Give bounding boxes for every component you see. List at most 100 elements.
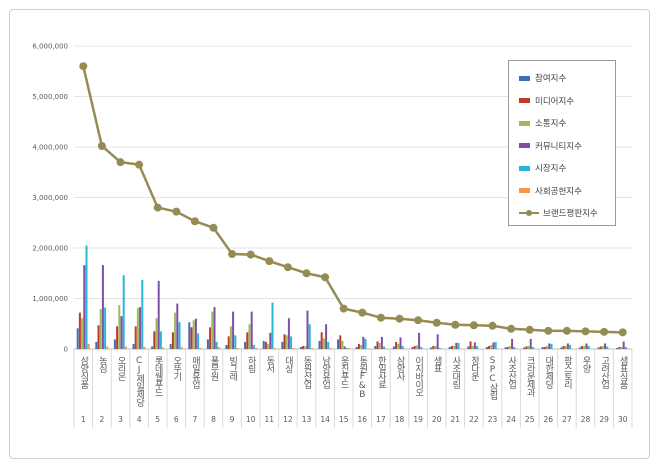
category-rank: 20 bbox=[432, 415, 442, 424]
bar-커뮤니티지수 bbox=[83, 265, 86, 349]
bar-소통지수 bbox=[136, 308, 139, 349]
line-point bbox=[376, 313, 385, 322]
category-rank: 18 bbox=[395, 415, 405, 424]
bar-사회공헌지수 bbox=[608, 348, 611, 349]
bar-커뮤니티지수 bbox=[362, 336, 365, 349]
line-point bbox=[432, 318, 441, 327]
bar-커뮤니티지수 bbox=[176, 303, 179, 349]
bar-사회공헌지수 bbox=[348, 347, 351, 349]
category-label: 사조대림 bbox=[450, 356, 460, 389]
bar-미디어지수 bbox=[395, 341, 398, 349]
bar-커뮤니티지수 bbox=[250, 311, 253, 349]
bar-참여지수 bbox=[281, 341, 284, 349]
category-rank: 25 bbox=[525, 415, 535, 424]
bar-커뮤니티지수 bbox=[120, 316, 123, 349]
category-label: SPC삼립 bbox=[488, 356, 498, 400]
bar-사회공헌지수 bbox=[329, 347, 332, 349]
category-label: 한일사료 bbox=[376, 356, 386, 388]
y-tick-label: 3,000,000 bbox=[32, 194, 68, 202]
bar-미디어지수 bbox=[469, 341, 472, 349]
bar-커뮤니티지수 bbox=[566, 343, 569, 349]
category-rank: 26 bbox=[544, 415, 554, 424]
category-rank: 24 bbox=[506, 415, 516, 424]
bar-시장지수 bbox=[197, 333, 200, 349]
bar-미디어지수 bbox=[599, 346, 602, 349]
category-label: 동원산업 bbox=[302, 356, 312, 389]
bar-미디어지수 bbox=[227, 336, 230, 349]
bar-참여지수 bbox=[151, 346, 154, 349]
legend-label: 시장지수 bbox=[535, 164, 567, 175]
category-label: 농심 bbox=[97, 356, 107, 373]
bar-미디어지수 bbox=[339, 335, 342, 349]
bar-미디어지수 bbox=[543, 346, 546, 349]
line-point bbox=[600, 327, 609, 336]
bar-소통지수 bbox=[453, 345, 456, 349]
line-point bbox=[618, 328, 627, 337]
bar-커뮤니티지수 bbox=[455, 342, 458, 349]
bar-참여지수 bbox=[132, 343, 135, 349]
bar-시장지수 bbox=[141, 279, 144, 349]
bar-커뮤니티지수 bbox=[287, 318, 290, 349]
bar-참여지수 bbox=[188, 322, 191, 349]
bar-사회공헌지수 bbox=[143, 346, 146, 349]
bar-시장지수 bbox=[531, 346, 534, 349]
bar-소통지수 bbox=[267, 343, 270, 349]
bar-소통지수 bbox=[155, 318, 158, 349]
legend-label: 참여지수 bbox=[535, 74, 567, 85]
category-label: 고려산업 bbox=[599, 356, 609, 389]
y-tick-label: 4,000,000 bbox=[32, 144, 68, 152]
y-tick-label: 1,000,000 bbox=[32, 295, 68, 303]
bar-소통지수 bbox=[434, 345, 437, 349]
bar-소통지수 bbox=[583, 345, 586, 349]
bar-커뮤니티지수 bbox=[157, 280, 160, 349]
bar-소통지수 bbox=[174, 312, 177, 349]
legend-label: 커뮤니티지수 bbox=[535, 141, 582, 152]
bar-참여지수 bbox=[541, 346, 544, 349]
bar-커뮤니티지수 bbox=[548, 343, 551, 349]
bar-미디어지수 bbox=[264, 341, 267, 349]
legend-item: 소통지수 bbox=[519, 112, 615, 135]
bar-시장지수 bbox=[587, 345, 590, 349]
bar-사회공헌지수 bbox=[124, 346, 127, 349]
bar-미디어지수 bbox=[134, 326, 137, 349]
line-point bbox=[228, 250, 237, 259]
bar-미디어지수 bbox=[432, 345, 435, 349]
bar-참여지수 bbox=[113, 339, 116, 349]
bar-시장지수 bbox=[308, 324, 311, 349]
bar-시장지수 bbox=[438, 347, 441, 349]
bar-소통지수 bbox=[601, 345, 604, 349]
bar-커뮤니티지수 bbox=[269, 332, 272, 349]
bar-사회공헌지수 bbox=[515, 348, 518, 349]
line-point bbox=[451, 320, 460, 329]
bar-참여지수 bbox=[616, 347, 619, 349]
category-rank: 15 bbox=[339, 415, 349, 424]
line-point bbox=[581, 327, 590, 336]
bar-커뮤니티지수 bbox=[101, 265, 104, 349]
bar-시장지수 bbox=[122, 275, 125, 349]
category-rank: 22 bbox=[469, 415, 479, 424]
bar-소통지수 bbox=[248, 324, 251, 349]
bar-시장지수 bbox=[494, 341, 497, 349]
y-tick-label: 6,000,000 bbox=[32, 43, 68, 51]
bar-소통지수 bbox=[378, 342, 381, 349]
legend-label: 브랜드평판지수 bbox=[543, 209, 598, 220]
bar-참여지수 bbox=[560, 347, 563, 349]
category-label: 삼양식품 bbox=[78, 356, 88, 389]
bar-소통지수 bbox=[415, 345, 418, 349]
bar-소통지수 bbox=[397, 343, 400, 349]
bar-사회공헌지수 bbox=[106, 346, 109, 349]
bar-소통지수 bbox=[192, 320, 195, 349]
legend-label: 미디어지수 bbox=[535, 96, 575, 107]
bar-시장지수 bbox=[420, 346, 423, 349]
line-point bbox=[321, 273, 330, 282]
bar-사회공헌지수 bbox=[310, 347, 313, 349]
bar-소통지수 bbox=[81, 318, 84, 349]
bar-커뮤니티지수 bbox=[139, 307, 142, 349]
bar-미디어지수 bbox=[450, 345, 453, 349]
bar-사회공헌지수 bbox=[459, 348, 462, 349]
bar-시장지수 bbox=[290, 336, 293, 349]
bar-시장지수 bbox=[550, 343, 553, 349]
bar-참여지수 bbox=[95, 341, 98, 349]
bar-참여지수 bbox=[430, 347, 433, 349]
line-point bbox=[562, 326, 571, 335]
